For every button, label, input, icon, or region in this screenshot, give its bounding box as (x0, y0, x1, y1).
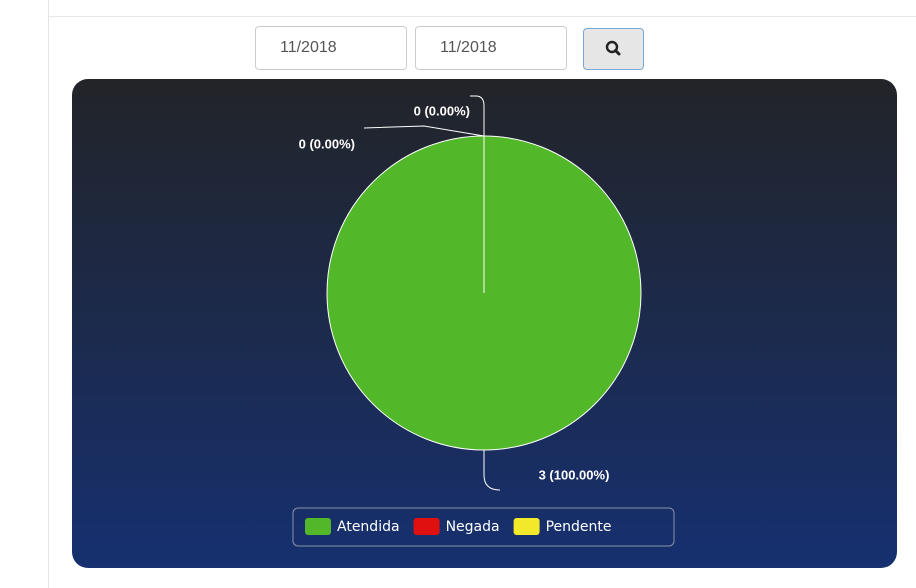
sidebar-border (48, 0, 49, 588)
data-label: 3 (100.00%) (539, 467, 610, 482)
start-month-input[interactable]: 11/2018 (255, 26, 407, 70)
legend-swatch (513, 518, 540, 535)
data-label: 0 (0.00%) (414, 103, 470, 118)
legend-label: Negada (446, 519, 500, 535)
search-icon (605, 40, 621, 56)
header-border (48, 16, 916, 17)
legend-swatch (413, 518, 440, 535)
data-label: 0 (0.00%) (299, 136, 355, 151)
search-button[interactable] (583, 28, 644, 70)
chart: 3 (100.00%) 0 (0.00%) 0 (0.00%) Atendida Neg… (72, 79, 897, 568)
legend-box (292, 507, 675, 547)
end-month-input[interactable]: 11/2018 (415, 26, 567, 70)
label-connector (470, 95, 485, 136)
legend-swatch (305, 518, 331, 535)
label-connector (363, 125, 485, 137)
legend-label: Pendente (546, 519, 612, 535)
label-connector (483, 450, 501, 491)
legend-label: Atendida (337, 519, 400, 535)
